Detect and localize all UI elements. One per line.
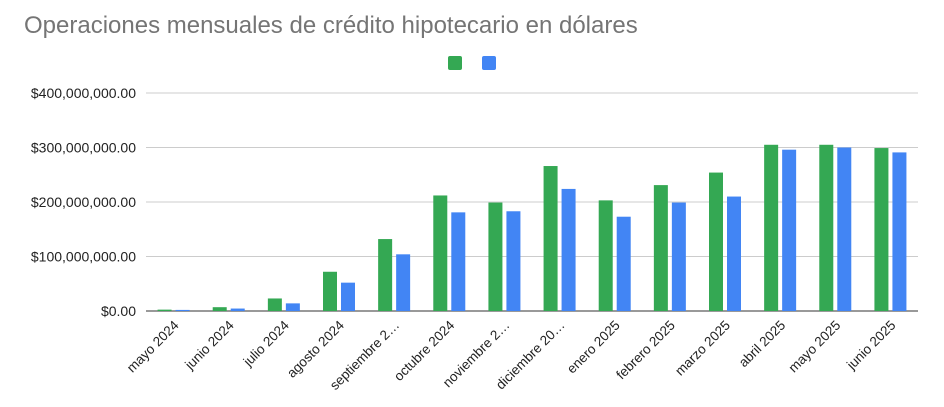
x-tick-label: julio 2024 (240, 317, 293, 370)
bar-series-2 (727, 196, 741, 311)
bar-series-2 (561, 188, 576, 311)
legend (448, 56, 496, 70)
x-tick-label: mayo 2024 (124, 317, 182, 375)
y-axis-ticks: $0.00 $100,000,000.00 $200,000,000.00 $300,… (31, 85, 136, 319)
bar-series-1 (267, 298, 282, 311)
bar-series-1 (819, 144, 834, 311)
x-tick-label: enero 2025 (564, 318, 623, 377)
y-tick-label: $100,000,000.00 (31, 249, 136, 265)
bar-series-2 (892, 152, 907, 311)
y-tick-label: $300,000,000.00 (31, 140, 136, 156)
bar-series-1 (378, 239, 393, 311)
legend-swatch-1 (448, 56, 462, 70)
bar-series-1 (653, 185, 668, 311)
bar-series-2 (837, 147, 852, 311)
chart-title: Operaciones mensuales de crédito hipotec… (24, 12, 638, 39)
bar-series-2 (451, 212, 466, 311)
bar-series-1 (709, 172, 723, 311)
y-tick-label: $400,000,000.00 (31, 85, 136, 101)
bar-series-2 (671, 202, 686, 311)
x-tick-label: junio 2025 (843, 318, 898, 373)
bar-series-2 (230, 308, 245, 311)
bar-series-2 (341, 282, 355, 311)
bar-series-1 (764, 144, 779, 311)
x-tick-label: abril 2025 (736, 318, 789, 371)
bar-series-1 (212, 307, 227, 311)
gridlines (146, 92, 918, 312)
bar-series-1 (874, 148, 889, 311)
x-tick-label: marzo 2025 (672, 318, 733, 379)
bar-series-1 (488, 202, 503, 311)
bars (157, 144, 907, 311)
bar-series-2 (285, 303, 300, 311)
bar-series-2 (616, 216, 631, 311)
bar-series-1 (433, 195, 448, 311)
x-tick-label: febrero 2025 (613, 318, 678, 383)
x-tick-label: mayo 2025 (786, 318, 844, 376)
bar-series-1 (157, 309, 172, 311)
bar-series-2 (396, 254, 411, 311)
bar-series-1 (323, 271, 337, 311)
bar-series-2 (506, 211, 521, 311)
bar-series-1 (543, 166, 558, 311)
y-tick-label: $0.00 (101, 303, 136, 319)
bar-series-2 (782, 149, 797, 311)
legend-swatch-2 (482, 56, 496, 70)
bar-series-2 (175, 309, 190, 311)
bar-series-1 (598, 200, 613, 311)
x-tick-label: junio 2024 (181, 317, 237, 373)
y-tick-label: $200,000,000.00 (31, 194, 136, 210)
